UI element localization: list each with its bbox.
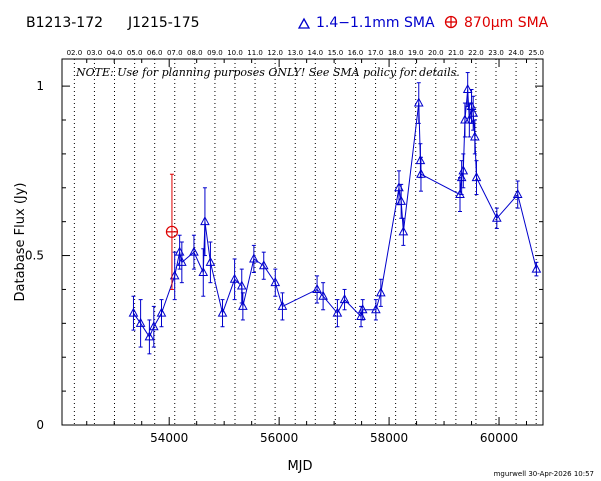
data-point-triangle — [398, 226, 409, 236]
data-point-triangle — [217, 307, 228, 317]
y-tick-label: 0 — [36, 418, 44, 432]
data-point-triangle — [413, 97, 424, 107]
year-tick-label: 22.0 — [468, 49, 484, 57]
planning-note: NOTE: Use for planning purposes ONLY! Se… — [75, 66, 460, 79]
data-point-triangle — [189, 246, 199, 256]
x-axis-ticks: 54000 56000 58000 60000 — [86, 59, 528, 445]
data-point-triangle — [458, 165, 469, 175]
data-point-triangle — [416, 168, 426, 178]
year-tick-label: 21.0 — [448, 49, 464, 57]
year-tick-label: 25.0 — [528, 49, 544, 57]
y-axis-ticks: 00.51 — [25, 79, 543, 432]
year-tick-label: 04.0 — [107, 49, 123, 57]
data-point-triangle — [144, 331, 155, 341]
data-point-triangle — [249, 253, 259, 263]
data-point-triangle — [258, 260, 269, 270]
data-point-triangle — [135, 317, 146, 327]
data-point-triangle — [205, 256, 216, 266]
series-red — [165, 173, 179, 290]
year-tick-label: 20.0 — [428, 49, 444, 57]
data-point-triangle — [238, 300, 248, 310]
year-tick-label: 18.0 — [388, 49, 404, 57]
year-tick-label: 19.0 — [408, 49, 424, 57]
year-tick-label: 02.0 — [67, 49, 83, 57]
data-point-triangle — [270, 277, 281, 287]
data-point-triangle — [371, 304, 381, 314]
data-point-triangle — [177, 256, 187, 266]
data-point-triangle — [468, 107, 479, 117]
year-tick-label: 09.0 — [207, 49, 223, 57]
x-tick-label: 56000 — [260, 431, 298, 445]
source-name-1: B1213-172 — [26, 15, 103, 31]
y-tick-label: 0.5 — [25, 249, 44, 263]
year-tick-label: 03.0 — [87, 49, 103, 57]
legend-red-label: 870μm SMA — [464, 15, 549, 31]
year-tick-label: 05.0 — [127, 49, 143, 57]
data-point-triangle — [512, 188, 523, 199]
legend-blue-label: 1.4−1.1mm SMA — [316, 15, 435, 31]
y-axis-title: Database Flux (Jy) — [13, 183, 28, 302]
year-tick-label: 23.0 — [488, 49, 504, 57]
data-point-triangle — [470, 131, 480, 141]
year-tick-label: 17.0 — [368, 49, 384, 57]
data-point-triangle — [277, 300, 288, 310]
year-tick-label: 14.0 — [308, 49, 324, 57]
x-axis-title: MJD — [287, 459, 312, 474]
data-point-triangle — [229, 273, 240, 283]
data-point-triangle — [396, 195, 407, 205]
year-tick-label: 10.0 — [227, 49, 243, 57]
data-point-triangle — [531, 263, 542, 273]
year-tick-label: 13.0 — [287, 49, 303, 57]
legend-circle-plus-icon — [444, 15, 458, 29]
year-tick-label: 24.0 — [508, 49, 524, 57]
x-tick-label: 54000 — [150, 431, 188, 445]
year-tick-label: 11.0 — [247, 49, 263, 57]
data-point-triangle — [462, 83, 473, 93]
year-tick-label: 08.0 — [187, 49, 203, 57]
data-point-triangle — [357, 304, 368, 314]
year-tick-label: 07.0 — [167, 49, 183, 57]
data-point-triangle — [415, 155, 426, 165]
data-point-triangle — [332, 307, 343, 317]
data-point-triangle — [339, 294, 350, 304]
data-point-triangle — [471, 172, 482, 182]
data-point-triangle — [200, 216, 210, 226]
x-tick-label: 60000 — [480, 431, 518, 445]
plot-frame — [61, 58, 544, 426]
data-point-triangle — [169, 270, 180, 280]
data-point-triangle — [491, 212, 502, 222]
source-name-2: J1215-175 — [127, 15, 200, 31]
x-tick-label: 58000 — [370, 431, 408, 445]
data-point-triangle — [156, 307, 167, 317]
y-tick-label: 1 — [36, 79, 44, 93]
data-point-triangle — [312, 283, 322, 293]
year-tick-label: 15.0 — [328, 49, 344, 57]
year-tick-label: 12.0 — [267, 49, 283, 57]
year-tick-label: 16.0 — [348, 49, 364, 57]
series-blue — [128, 72, 542, 355]
legend-triangle-icon — [297, 17, 311, 29]
data-point-triangle — [376, 287, 386, 297]
year-labels: 02.0 03.0 04.0 05.0 06.0 07.0 08.0 09.0 10.0 11.0… — [67, 49, 544, 57]
data-point-triangle — [128, 307, 139, 317]
year-gridlines — [73, 59, 537, 425]
year-tick-label: 06.0 — [147, 49, 163, 57]
data-point-triangle — [236, 280, 247, 290]
data-point-triangle — [318, 290, 328, 300]
footer-credit: mgurwell 30-Apr-2026 10:57 — [494, 470, 594, 478]
data-point-triangle — [148, 321, 159, 331]
data-point-triangle — [198, 266, 209, 276]
